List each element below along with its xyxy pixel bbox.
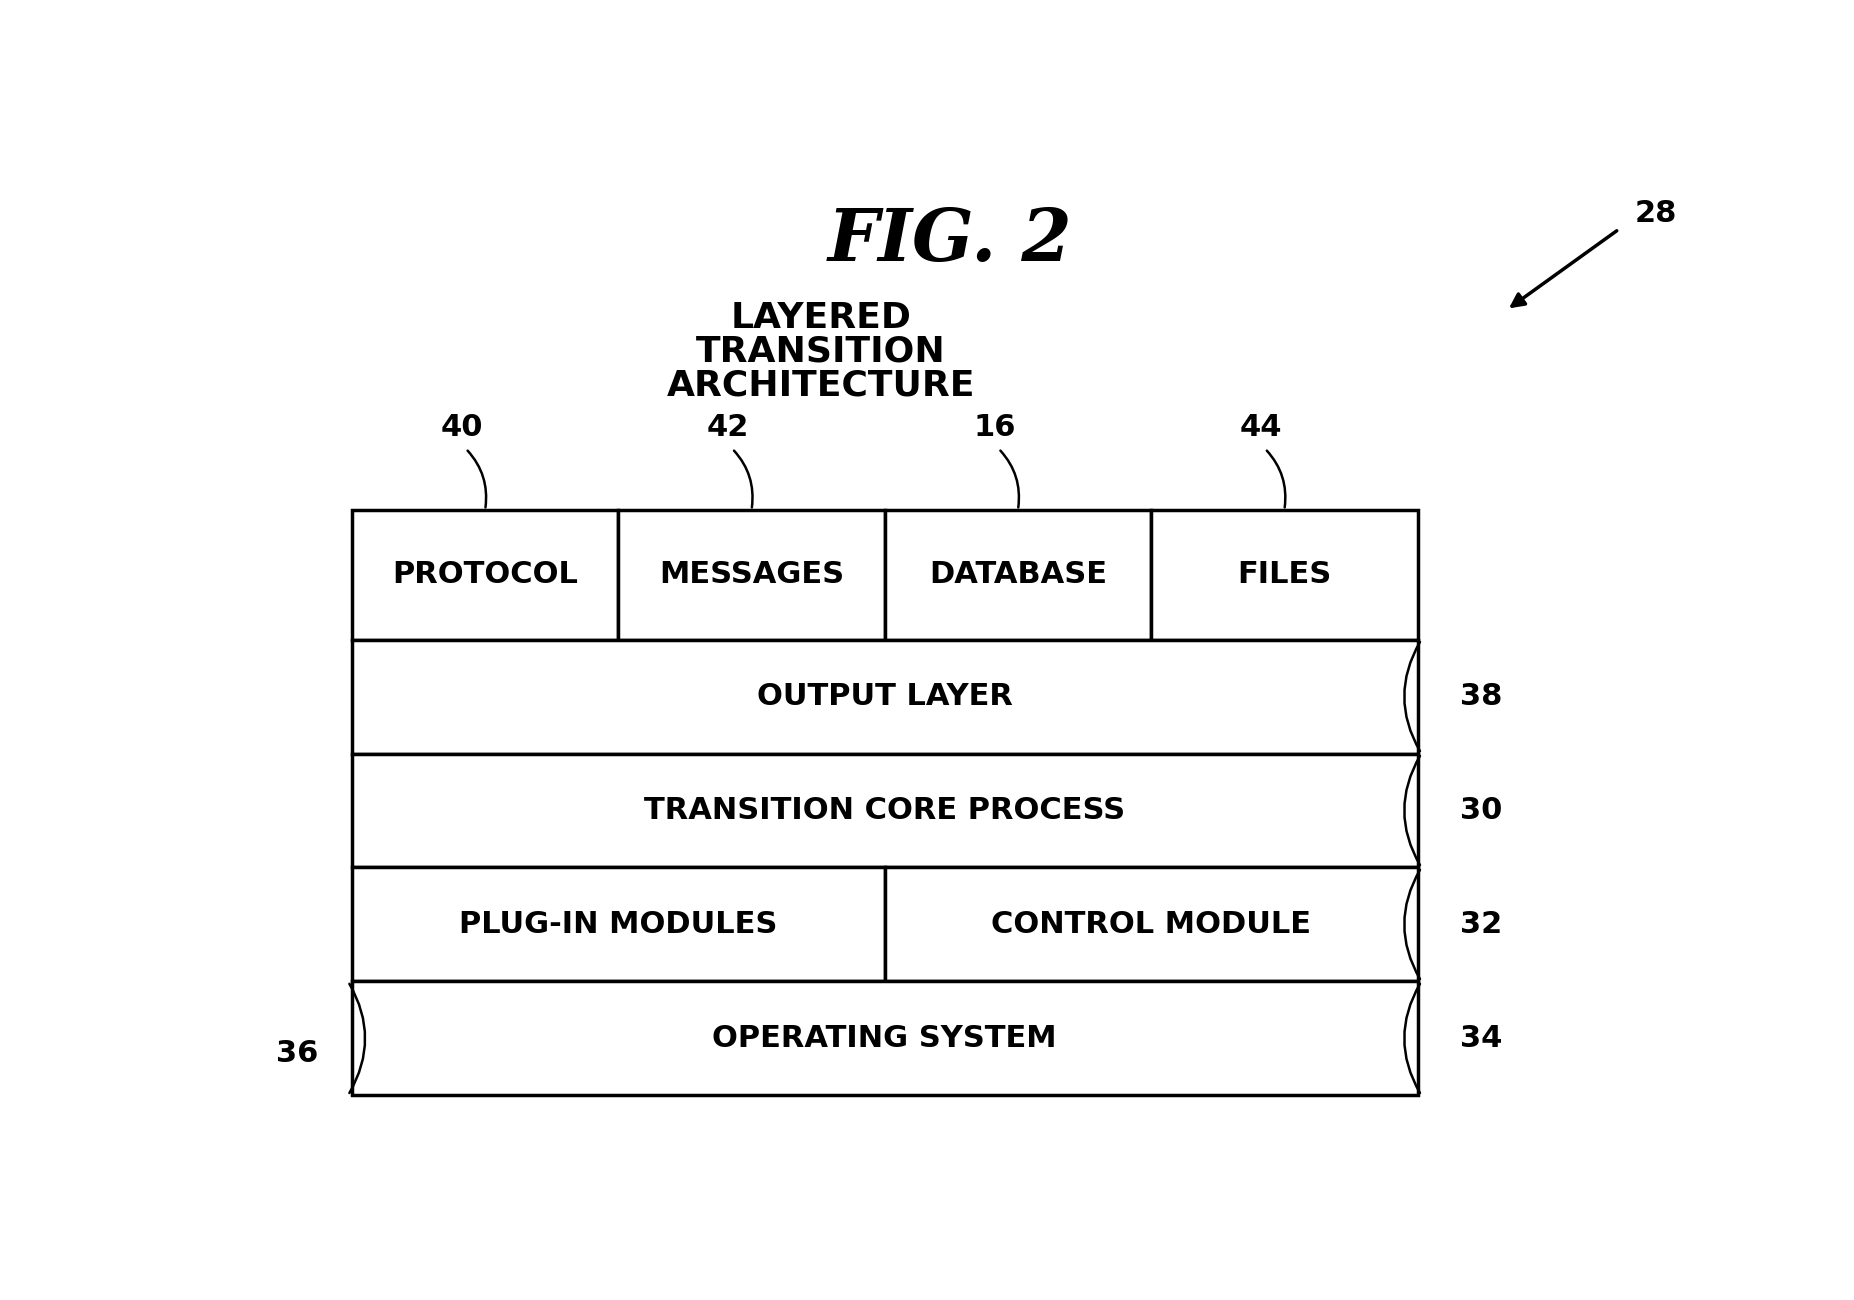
Bar — [884, 510, 1151, 640]
Bar — [884, 867, 1418, 982]
Bar — [352, 510, 617, 640]
Bar — [1151, 510, 1418, 640]
Text: TRANSITION: TRANSITION — [695, 334, 946, 369]
Text: 28: 28 — [1635, 199, 1676, 229]
Text: PROTOCOL: PROTOCOL — [393, 560, 578, 589]
Text: ARCHITECTURE: ARCHITECTURE — [666, 368, 975, 403]
Text: OPERATING SYSTEM: OPERATING SYSTEM — [712, 1024, 1057, 1053]
Text: 16: 16 — [973, 412, 1016, 442]
Text: OUTPUT LAYER: OUTPUT LAYER — [756, 682, 1012, 711]
Text: 38: 38 — [1461, 682, 1502, 711]
Text: DATABASE: DATABASE — [929, 560, 1107, 589]
Text: 32: 32 — [1461, 910, 1502, 939]
Text: MESSAGES: MESSAGES — [658, 560, 844, 589]
Text: FIG. 2: FIG. 2 — [829, 205, 1072, 276]
Text: 30: 30 — [1461, 796, 1502, 826]
Text: TRANSITION CORE PROCESS: TRANSITION CORE PROCESS — [643, 796, 1125, 826]
Text: 42: 42 — [706, 412, 749, 442]
Bar — [617, 510, 884, 640]
Bar — [352, 867, 884, 982]
Text: LAYERED: LAYERED — [730, 300, 910, 334]
Text: FILES: FILES — [1237, 560, 1331, 589]
Bar — [352, 982, 1418, 1096]
Text: 40: 40 — [441, 412, 484, 442]
Text: CONTROL MODULE: CONTROL MODULE — [992, 910, 1311, 939]
Text: PLUG-IN MODULES: PLUG-IN MODULES — [460, 910, 777, 939]
Bar — [352, 640, 1418, 754]
Text: 34: 34 — [1461, 1024, 1502, 1053]
Bar — [352, 754, 1418, 867]
Text: 36: 36 — [276, 1039, 319, 1069]
Text: 44: 44 — [1240, 412, 1283, 442]
